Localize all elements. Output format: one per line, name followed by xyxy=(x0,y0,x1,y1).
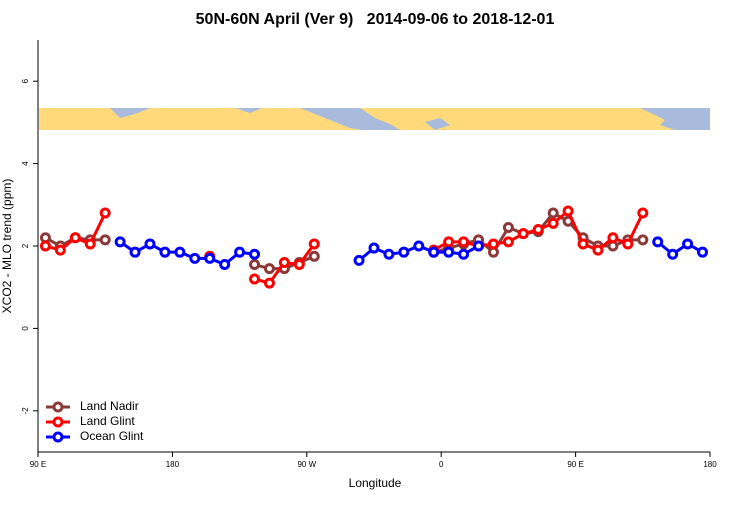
chart-title: 50N-60N April (Ver 9) 2014-09-06 to 2018… xyxy=(196,11,555,28)
y-tick-label: -2 xyxy=(21,407,30,415)
data-point xyxy=(54,244,66,256)
x-tick-label: 0 xyxy=(439,460,444,469)
data-point xyxy=(682,238,694,250)
data-point xyxy=(99,234,111,246)
data-point xyxy=(532,224,544,236)
data-point xyxy=(517,228,529,240)
legend-marker xyxy=(52,431,64,443)
data-point xyxy=(473,240,485,252)
series xyxy=(114,236,709,271)
data-point xyxy=(398,246,410,258)
data-point xyxy=(249,248,261,260)
data-point xyxy=(249,259,261,271)
data-point xyxy=(443,246,455,258)
data-point xyxy=(84,238,96,250)
data-point xyxy=(263,263,275,275)
data-point xyxy=(637,207,649,219)
map-band xyxy=(39,108,710,130)
data-point xyxy=(308,250,320,262)
data-point xyxy=(189,252,201,264)
data-point xyxy=(39,240,51,252)
data-point xyxy=(458,248,470,260)
data-point xyxy=(308,238,320,250)
series-line xyxy=(656,240,704,257)
data-point xyxy=(443,236,455,248)
map-land xyxy=(360,108,675,130)
legend-marker xyxy=(52,401,64,413)
data-point xyxy=(249,273,261,285)
data-point xyxy=(69,232,81,244)
x-tick-label: 90 E xyxy=(30,460,46,469)
data-point xyxy=(368,242,380,254)
data-point xyxy=(577,238,589,250)
x-axis-label: Longitude xyxy=(349,476,402,490)
data-point xyxy=(174,246,186,258)
data-point xyxy=(622,238,634,250)
data-point xyxy=(413,240,425,252)
data-point xyxy=(562,205,574,217)
x-tick-label: 90 W xyxy=(297,460,316,469)
data-point xyxy=(204,252,216,264)
data-point xyxy=(502,236,514,248)
data-point xyxy=(547,207,559,219)
data-point xyxy=(607,232,619,244)
data-point xyxy=(278,256,290,268)
data-point xyxy=(652,236,664,248)
data-point xyxy=(99,207,111,219)
data-point xyxy=(637,234,649,246)
data-point xyxy=(219,259,231,271)
data-point xyxy=(697,246,709,258)
x-tick-label: 180 xyxy=(703,460,717,469)
legend-marker xyxy=(52,416,64,428)
series xyxy=(39,205,649,289)
legend-label: Land Nadir xyxy=(80,399,139,413)
legend-label: Land Glint xyxy=(80,414,135,428)
data-point xyxy=(144,238,156,250)
data-point xyxy=(502,221,514,233)
data-point xyxy=(487,238,499,250)
data-point xyxy=(667,248,679,260)
data-point xyxy=(159,246,171,258)
series-line xyxy=(119,240,255,267)
data-point xyxy=(458,236,470,248)
data-point xyxy=(293,259,305,271)
y-tick-label: 4 xyxy=(21,161,30,166)
y-tick-label: 6 xyxy=(21,78,30,83)
data-point xyxy=(428,246,440,258)
data-point xyxy=(234,246,246,258)
data-point xyxy=(353,254,365,266)
y-axis-label: XCO2 - MLO trend (ppm) xyxy=(0,179,14,314)
legend-label: Ocean Glint xyxy=(80,429,144,443)
data-point xyxy=(383,248,395,260)
map-land xyxy=(39,108,362,130)
y-tick-label: 2 xyxy=(21,243,30,248)
data-point xyxy=(547,217,559,229)
x-tick-label: 90 E xyxy=(567,460,583,469)
x-tick-label: 180 xyxy=(166,460,180,469)
data-point xyxy=(114,236,126,248)
data-point xyxy=(129,246,141,258)
data-point xyxy=(263,277,275,289)
y-tick-label: 0 xyxy=(21,326,30,331)
data-point xyxy=(592,244,604,256)
